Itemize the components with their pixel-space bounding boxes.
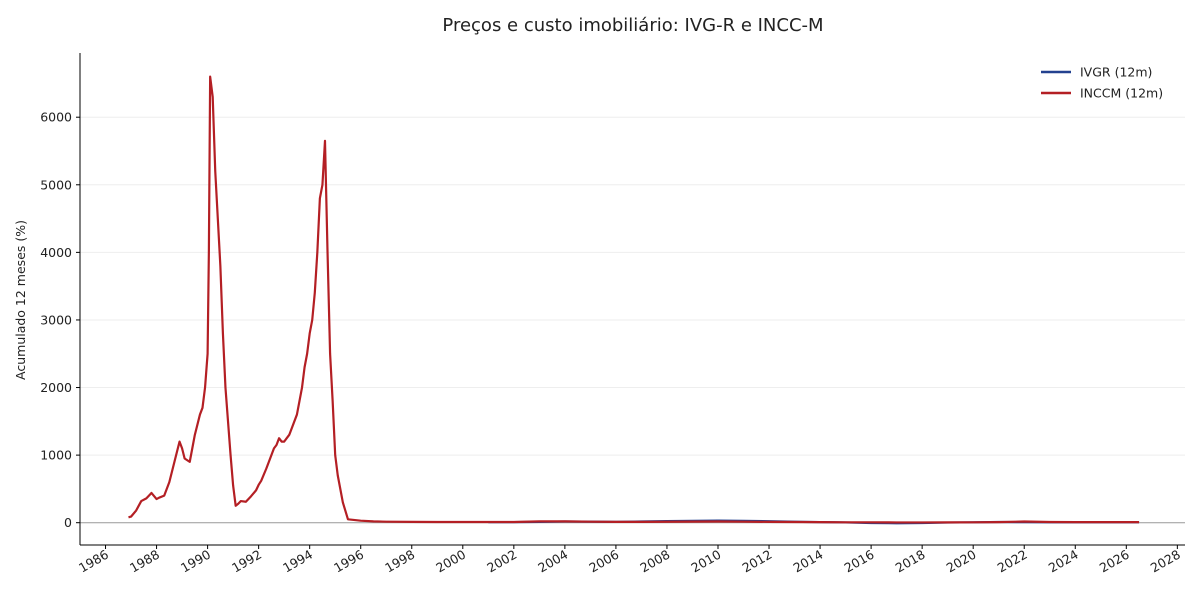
y-axis-ticks: 0 1000 2000 3000 4000 5000 6000 xyxy=(40,110,80,530)
y-tick-label-1: 1000 xyxy=(40,448,72,463)
x-tick-label-14: 2014 xyxy=(791,547,826,576)
grid xyxy=(80,116,1185,456)
x-tick-label-3: 1992 xyxy=(229,547,264,576)
x-tick-label-16: 2018 xyxy=(893,547,928,576)
x-tick-label-13: 2012 xyxy=(739,547,774,576)
series-line-1 xyxy=(128,75,1140,524)
series-lines xyxy=(128,75,1140,525)
x-tick-label-0: 1986 xyxy=(76,547,111,576)
x-tick-label-11: 2008 xyxy=(637,547,672,576)
y-tick-label-3: 3000 xyxy=(40,312,72,327)
x-axis-ticks: 1986 1988 1990 1992 1994 1996 1998 2000 2002 2004… xyxy=(76,545,1183,576)
x-tick-label-17: 2020 xyxy=(944,547,979,576)
x-tick-label-4: 1994 xyxy=(280,547,315,576)
x-tick-label-20: 2026 xyxy=(1097,547,1132,576)
x-tick-label-7: 2000 xyxy=(433,547,468,576)
legend-label-0: IVGR (12m) xyxy=(1080,65,1152,80)
y-tick-label-5: 5000 xyxy=(40,177,72,192)
x-tick-label-9: 2004 xyxy=(535,547,570,576)
y-tick-label-2: 2000 xyxy=(40,380,72,395)
x-tick-label-2: 1990 xyxy=(178,547,213,576)
legend-label-1: INCCM (12m) xyxy=(1080,86,1163,101)
axes xyxy=(79,53,1185,546)
x-tick-label-1: 1988 xyxy=(127,547,162,576)
legend: IVGR (12m) INCCM (12m) xyxy=(1041,65,1163,101)
x-tick-label-5: 1996 xyxy=(331,547,366,576)
x-tick-label-19: 2024 xyxy=(1046,547,1081,576)
y-tick-label-0: 0 xyxy=(64,515,72,530)
chart-title: Preços e custo imobiliário: IVG-R e INCC… xyxy=(442,15,823,36)
x-tick-label-8: 2002 xyxy=(484,547,519,576)
x-tick-label-6: 1998 xyxy=(382,547,417,576)
y-tick-label-6: 6000 xyxy=(40,110,72,125)
x-tick-label-10: 2006 xyxy=(586,547,621,576)
x-tick-label-15: 2016 xyxy=(842,547,877,576)
y-tick-label-4: 4000 xyxy=(40,245,72,260)
x-tick-label-12: 2010 xyxy=(688,547,723,576)
y-axis-label: Acumulado 12 meses (%) xyxy=(13,220,28,380)
x-tick-label-21: 2028 xyxy=(1148,547,1183,576)
x-tick-label-18: 2022 xyxy=(995,547,1030,576)
